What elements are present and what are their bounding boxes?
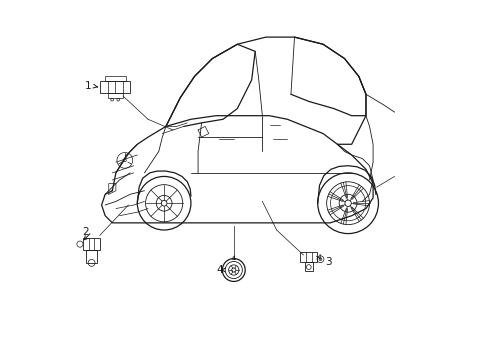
Text: 3: 3 (325, 257, 331, 267)
Bar (100, 81, 130, 93)
Bar (83, 238, 100, 250)
Bar (107, 93, 122, 98)
Text: 1: 1 (85, 81, 92, 91)
Text: 2: 2 (82, 227, 89, 237)
Bar (300, 252, 317, 262)
Bar (86, 250, 97, 263)
Text: 4: 4 (216, 265, 223, 275)
Bar (104, 76, 125, 81)
Bar (304, 262, 312, 271)
